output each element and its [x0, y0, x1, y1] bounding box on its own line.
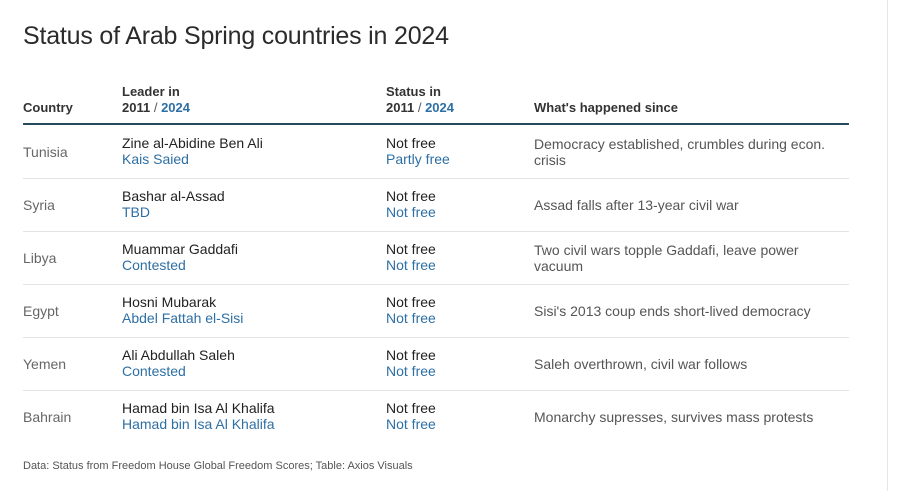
status-2024: Not free — [386, 310, 436, 326]
since-text: Sisi's 2013 coup ends short-lived democr… — [534, 302, 811, 319]
header-country: Country — [23, 100, 73, 115]
leader-2024: Abdel Fattah el-Sisi — [122, 310, 244, 326]
table-row: Libya Muammar Gaddafi Contested Not free Not… — [23, 231, 849, 285]
header-leader-label: Leader in — [122, 84, 180, 99]
table-row: Yemen Ali Abdullah Saleh Contested Not free… — [23, 337, 849, 391]
status-cell: Not free Not free — [386, 241, 436, 273]
status-cell: Not free Partly free — [386, 135, 450, 167]
country-name: Yemen — [23, 355, 67, 372]
table-row: Syria Bashar al-Assad TBD Not free Not free A… — [23, 178, 849, 232]
status-cell: Not free Not free — [386, 188, 436, 220]
status-2024: Not free — [386, 204, 436, 220]
leader-2024: Hamad bin Isa Al Khalifa — [122, 416, 275, 432]
leader-cell: Hosni Mubarak Abdel Fattah el-Sisi — [122, 294, 243, 326]
status-cell: Not free Not free — [386, 347, 436, 379]
country-name: Tunisia — [23, 143, 68, 160]
header-status-years: 2011 / 2024 — [386, 100, 454, 116]
header-rule — [23, 123, 849, 125]
since-text: Two civil wars topple Gaddafi, leave pow… — [534, 241, 799, 274]
leader-cell: Zine al-Abidine Ben Ali Kais Saied — [122, 135, 263, 167]
table-row: Egypt Hosni Mubarak Abdel Fattah el-Sisi No… — [23, 284, 849, 338]
since-text: Saleh overthrown, civil war follows — [534, 355, 748, 372]
header-status-label: Status in — [386, 84, 441, 99]
status-cell: Not free Not free — [386, 400, 436, 432]
since-cell: Sisi's 2013 coup ends short-lived democr… — [534, 284, 849, 337]
header-leader: Leader in 2011 / 2024 — [122, 84, 190, 116]
since-cell: Assad falls after 13-year civil war — [534, 178, 849, 231]
status-2011: Not free — [386, 241, 436, 257]
leader-2011: Zine al-Abidine Ben Ali — [122, 135, 263, 151]
header-slash: / — [417, 100, 422, 115]
status-2011: Not free — [386, 188, 436, 204]
leader-2011: Muammar Gaddafi — [122, 241, 238, 257]
country-name: Bahrain — [23, 408, 72, 425]
country-cell: Libya — [23, 231, 56, 284]
right-divider — [887, 0, 888, 491]
header-status: Status in 2011 / 2024 — [386, 84, 454, 116]
leader-cell: Ali Abdullah Saleh Contested — [122, 347, 235, 379]
leader-2024: Kais Saied — [122, 151, 189, 167]
header-slash: / — [153, 100, 158, 115]
country-cell: Egypt — [23, 284, 59, 337]
country-cell: Yemen — [23, 337, 66, 390]
status-2024: Not free — [386, 416, 436, 432]
since-cell: Two civil wars topple Gaddafi, leave pow… — [534, 231, 849, 284]
status-2011: Not free — [386, 135, 436, 151]
status-cell: Not free Not free — [386, 294, 436, 326]
leader-2011: Bashar al-Assad — [122, 188, 225, 204]
status-2024: Partly free — [386, 151, 450, 167]
leader-2011: Ali Abdullah Saleh — [122, 347, 235, 363]
since-cell: Saleh overthrown, civil war follows — [534, 337, 849, 390]
source-note: Data: Status from Freedom House Global F… — [23, 460, 413, 472]
country-name: Egypt — [23, 302, 59, 319]
header-leader-years: 2011 / 2024 — [122, 100, 190, 116]
header-year-2024: 2024 — [161, 100, 190, 115]
country-name: Syria — [23, 196, 55, 213]
status-2024: Not free — [386, 363, 436, 379]
since-text: Assad falls after 13-year civil war — [534, 196, 739, 213]
table-title: Status of Arab Spring countries in 2024 — [23, 22, 449, 50]
status-2011: Not free — [386, 400, 436, 416]
status-2024: Not free — [386, 257, 436, 273]
leader-2011: Hosni Mubarak — [122, 294, 217, 310]
country-name: Libya — [23, 249, 57, 266]
leader-cell: Bashar al-Assad TBD — [122, 188, 225, 220]
table-row: Tunisia Zine al-Abidine Ben Ali Kais Saied… — [23, 125, 849, 179]
status-2011: Not free — [386, 347, 436, 363]
leader-2024: TBD — [122, 204, 150, 220]
leader-2024: Contested — [122, 363, 186, 379]
since-cell: Monarchy supresses, survives mass protes… — [534, 390, 849, 443]
country-cell: Tunisia — [23, 125, 68, 178]
country-cell: Bahrain — [23, 390, 71, 443]
header-year-2011: 2011 — [386, 100, 415, 115]
header-since: What's happened since — [534, 100, 678, 115]
since-text: Monarchy supresses, survives mass protes… — [534, 408, 814, 425]
leader-cell: Hamad bin Isa Al Khalifa Hamad bin Isa Al… — [122, 400, 275, 432]
since-cell: Democracy established, crumbles during e… — [534, 125, 849, 178]
table-row: Bahrain Hamad bin Isa Al Khalifa Hamad bin… — [23, 390, 849, 443]
leader-cell: Muammar Gaddafi Contested — [122, 241, 238, 273]
header-year-2024: 2024 — [425, 100, 454, 115]
status-2011: Not free — [386, 294, 436, 310]
since-text: Democracy established, crumbles during e… — [534, 135, 826, 168]
leader-2024: Contested — [122, 257, 186, 273]
leader-2011: Hamad bin Isa Al Khalifa — [122, 400, 275, 416]
header-year-2011: 2011 — [122, 100, 151, 115]
country-cell: Syria — [23, 178, 55, 231]
